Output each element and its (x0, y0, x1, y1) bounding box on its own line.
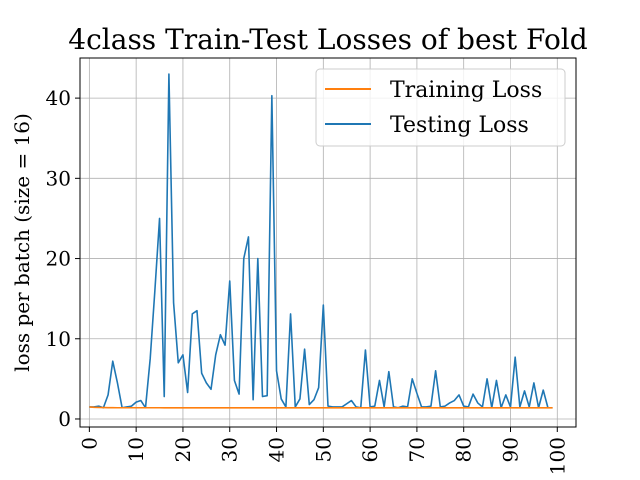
x-tick-label: 70 (405, 437, 429, 462)
y-tick-label: 10 (46, 327, 71, 351)
y-axis-label: loss per batch (size = 16) (10, 113, 34, 372)
y-tick-label: 0 (58, 407, 71, 431)
y-tick-label: 30 (46, 166, 71, 190)
legend-label: Training Loss (390, 78, 542, 103)
y-tick-label: 20 (46, 247, 71, 271)
x-tick-label: 100 (545, 437, 569, 475)
series-line-training-loss (89, 406, 553, 409)
x-tick-label: 90 (498, 437, 522, 462)
chart-title: 4class Train-Test Losses of best Fold (68, 23, 587, 56)
x-tick-label: 10 (124, 437, 148, 462)
x-tick-label: 20 (171, 437, 195, 462)
legend-label: Testing Loss (390, 113, 529, 138)
x-tick-label: 80 (452, 437, 476, 462)
plot-frame (79, 57, 577, 428)
x-tick-label: 40 (265, 437, 289, 462)
y-tick-label: 40 (46, 86, 71, 110)
series-line-testing-loss (89, 73, 553, 409)
legend-box (315, 68, 566, 147)
x-tick-label: 60 (358, 437, 382, 462)
x-tick-label: 50 (311, 437, 335, 462)
series-lines (89, 73, 553, 409)
ticks: 0 10 20 30 40 50 60 70 80 90 100 0 10 20 30 40 (46, 86, 570, 475)
legend: Training Loss Testing Loss (315, 68, 566, 147)
x-tick-label: 30 (218, 437, 242, 462)
x-tick-label: 0 (77, 437, 101, 450)
